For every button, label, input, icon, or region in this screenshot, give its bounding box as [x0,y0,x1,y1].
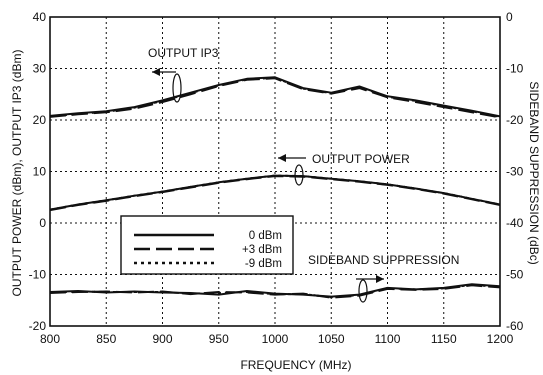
series-layer [49,76,501,299]
right-y-tick-label: -20 [506,113,524,127]
x-tick-label: 800 [40,332,60,346]
left-y-tick-label: 40 [33,10,47,24]
left-y-tick-label: 20 [33,113,47,127]
series-line-output-power-dotted [49,174,501,211]
annotation-sideband-suppression-label: SIDEBAND SUPPRESSION [308,253,459,267]
legend-box [120,215,294,275]
x-tick-label: 1200 [487,332,514,346]
x-axis-label: FREQUENCY (MHz) [240,358,351,372]
x-tick-label: 1000 [262,332,289,346]
x-tick-label: 1050 [318,332,345,346]
annotation-sideband-suppression-loop [358,279,368,303]
right-y-axis-label: SIDEBAND SUPPRESSION (dBc) [527,81,541,264]
right-y-tick-label: 0 [506,10,513,24]
left-y-tick-label: 10 [33,165,47,179]
right-y-tick-label: -30 [506,165,524,179]
grid-lines [50,17,500,326]
series-line-output-ip3-long-dash [49,77,501,119]
annotation-output-ip3-label: OUTPUT IP3 [148,46,219,60]
annotation-output-power: OUTPUT POWER [278,152,410,186]
annotation-output-power-loop [294,164,304,186]
annotation-sideband-suppression: SIDEBAND SUPPRESSION [308,253,459,303]
right-y-tick-label: -60 [506,319,524,333]
x-tick-label: 1100 [375,332,401,346]
legend-label-plus3dbm: +3 dBm [242,244,282,256]
annotation-sideband-suppression-arrowhead [376,275,384,283]
left-y-tick-label: 30 [33,62,47,76]
legend-label-0dbm: 0 dBm [249,230,282,242]
left-y-tick-label: -10 [29,268,47,282]
left-y-axis-label: OUTPUT POWER (dBm), OUTPUT IP3 (dBm) [10,50,24,297]
left-y-tick-label: 0 [39,216,46,230]
plot-frame [49,16,501,327]
legend: 0 dBm +3 dBm -9 dBm [120,215,294,275]
annotation-output-ip3-arrowhead [152,68,160,76]
x-tick-label: 950 [209,332,229,346]
x-tick-label: 850 [96,332,116,346]
x-tick-label: 900 [152,332,172,346]
right-y-tick-label: -40 [506,216,524,230]
legend-label-minus9dbm: -9 dBm [245,258,282,270]
annotation-output-ip3-loop [172,73,182,103]
annotation-output-power-label: OUTPUT POWER [312,152,410,166]
left-y-tick-label: -20 [29,319,47,333]
right-y-tick-label: -10 [506,62,524,76]
annotation-output-ip3: OUTPUT IP3 [148,46,219,103]
series-line-sideband-suppression-dotted [49,283,501,299]
right-y-tick-label: -50 [506,268,524,282]
annotation-output-power-arrowhead [278,154,286,162]
x-tick-label: 1150 [431,332,457,346]
tick-labels: 800 850 900 950 1000 1050 1100 1150 1200 -20 -10 0 1… [29,10,524,346]
